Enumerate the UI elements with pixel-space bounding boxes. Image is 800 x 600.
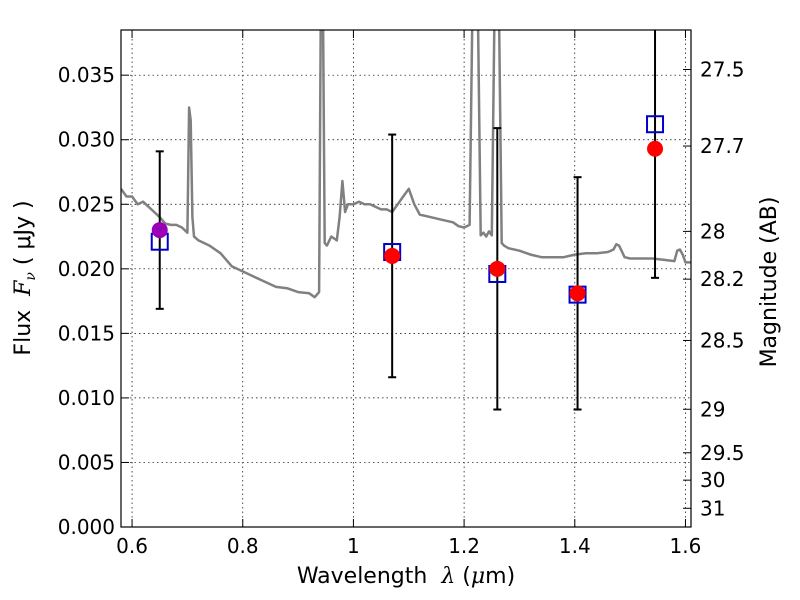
x-tick-label: 1.2 [448,534,480,558]
y-tick-label: 0.020 [58,257,115,281]
y2-tick-label: 29.5 [700,441,745,465]
y-tick-label: 0.015 [58,321,115,345]
purple-point-marker [151,222,168,239]
y2-tick-label: 28 [700,219,725,243]
y-axis-label: Flux Fν ( μJy ) [11,200,39,355]
y-tick-label: 0.025 [58,192,115,216]
y-tick-label: 0.010 [58,386,115,410]
y-tick-label: 0.035 [58,63,115,87]
y2-tick-label: 27.5 [700,58,745,82]
blue-square-marker [646,115,665,134]
red-point-marker [384,247,401,264]
x-tick-label: 0.8 [227,534,259,558]
y2-tick-label: 28.5 [700,328,745,352]
x-tick-label: 1 [347,534,360,558]
y-tick-label: 0.030 [58,128,115,152]
x-tick-label: 1.4 [559,534,591,558]
y2-axis-label: Magnitude (AB) [757,197,782,368]
y2-tick-label: 29 [700,397,725,421]
x-tick-label: 1.6 [670,534,702,558]
y2-tick-label: 30 [700,468,725,492]
plot-area [121,30,691,411]
red-point-marker [489,260,506,277]
x-tick-label: 0.6 [116,534,148,558]
red-point-marker [647,140,664,157]
y-tick-label: 0.005 [58,450,115,474]
plot-frame [120,29,692,528]
y2-tick-label: 27.7 [700,134,745,158]
y2-tick-label: 31 [700,496,725,520]
axes: 0.6 0.8 1 1.2 1.4 1.6 0.000 0.005 0.010 0.015 0.02… [58,30,745,558]
x-axis-label: Wavelength λ (μm) [297,564,515,589]
red-point-marker [569,285,586,302]
y2-tick-label: 28.2 [700,267,745,291]
y-tick-label: 0.000 [58,515,115,539]
